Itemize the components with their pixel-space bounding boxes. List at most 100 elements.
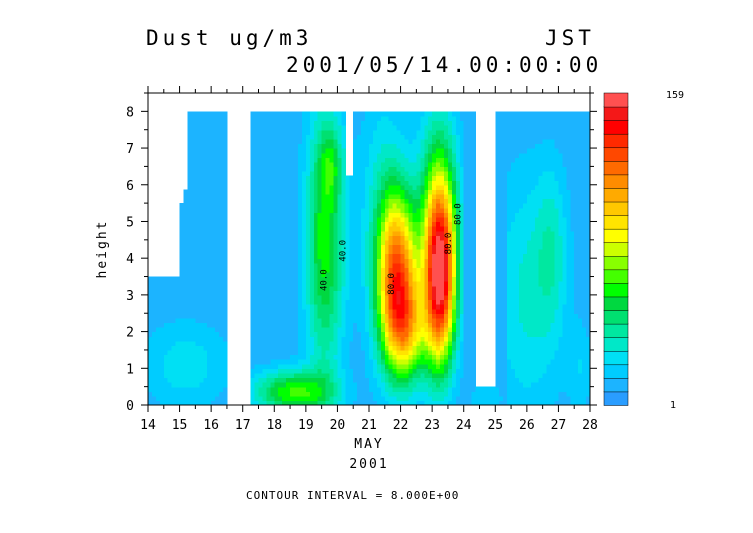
field-cell [447, 395, 453, 402]
field-cell [420, 313, 425, 319]
field-cell [266, 212, 271, 218]
field-cell [191, 129, 196, 135]
field-cell [447, 262, 453, 268]
field-cell [254, 395, 260, 402]
field-cell [333, 221, 339, 227]
field-cell [179, 276, 185, 282]
field-cell [499, 336, 504, 342]
field-cell [199, 281, 204, 287]
field-cell [392, 115, 398, 122]
field-cell [443, 391, 449, 397]
field-cell [447, 216, 453, 223]
field-cell [195, 125, 200, 131]
field-cell [207, 322, 212, 328]
field-cell [353, 368, 358, 374]
field-cell [222, 377, 228, 383]
field-cell [357, 349, 362, 356]
field-cell [451, 125, 457, 131]
field-cell [270, 377, 275, 383]
field-cell [179, 317, 185, 324]
field-cell [404, 276, 410, 282]
field-cell [274, 189, 279, 195]
field-cell [463, 331, 469, 337]
field-cell [222, 171, 228, 177]
field-cell [278, 216, 283, 223]
field-cell [313, 363, 319, 369]
field-cell [384, 138, 390, 145]
field-cell [416, 400, 421, 405]
field-cell [440, 221, 445, 227]
field-cell [369, 262, 374, 268]
field-cell [337, 125, 342, 131]
field-cell [297, 336, 303, 342]
field-cell [447, 285, 453, 291]
field-cell [199, 317, 204, 324]
field-cell [369, 299, 374, 305]
field-cell [325, 134, 331, 140]
field-cell [301, 193, 307, 200]
field-cell [463, 207, 469, 213]
field-cell [443, 198, 449, 204]
field-cell [274, 216, 279, 223]
field-cell [503, 249, 508, 255]
field-cell [294, 212, 299, 218]
field-cell [274, 382, 279, 388]
field-cell [215, 368, 220, 374]
field-cell [159, 345, 165, 351]
field-cell [345, 322, 350, 328]
field-cell [211, 166, 216, 172]
field-cell [274, 175, 279, 181]
field-cell [211, 290, 216, 296]
field-cell [495, 281, 500, 287]
field-cell [396, 391, 402, 397]
field-cell [274, 294, 279, 301]
field-cell [471, 386, 477, 392]
field-cell [250, 111, 256, 117]
field-cell [495, 253, 500, 259]
field-cell [286, 207, 291, 213]
field-cell [416, 359, 421, 365]
field-cell [372, 336, 378, 342]
field-cell [341, 340, 346, 346]
field-cell [187, 203, 193, 209]
field-cell [179, 207, 185, 213]
field-cell [404, 327, 410, 333]
field-cell [195, 171, 200, 177]
field-cell [440, 166, 445, 172]
field-cell [443, 203, 449, 209]
field-cell [313, 111, 319, 117]
field-cell [270, 299, 275, 305]
field-cell [278, 171, 283, 177]
field-cell [215, 157, 220, 163]
field-cell [219, 212, 224, 218]
field-cell [396, 171, 402, 177]
field-cell [361, 304, 366, 310]
field-cell [507, 294, 512, 301]
field-cell [203, 235, 208, 241]
field-cell [163, 290, 169, 296]
field-cell [467, 308, 473, 314]
field-cell [290, 345, 295, 351]
field-cell [341, 184, 346, 190]
field-cell [432, 258, 437, 264]
field-cell [447, 171, 453, 177]
field-cell [380, 134, 386, 140]
field-cell [361, 345, 366, 351]
field-cell [329, 152, 335, 158]
field-cell [357, 363, 362, 369]
field-cell [203, 317, 208, 324]
field-cell [341, 391, 346, 397]
field-cell [305, 313, 311, 319]
field-cell [428, 336, 433, 342]
field-cell [357, 212, 362, 218]
field-cell [199, 267, 204, 273]
field-cell [357, 189, 362, 195]
field-cell [384, 230, 390, 236]
field-cell [305, 271, 311, 278]
field-cell [250, 166, 256, 172]
field-cell [404, 198, 410, 204]
field-cell [511, 120, 516, 126]
field-cell [463, 180, 469, 186]
field-cell [349, 313, 354, 319]
field-cell [258, 148, 264, 154]
